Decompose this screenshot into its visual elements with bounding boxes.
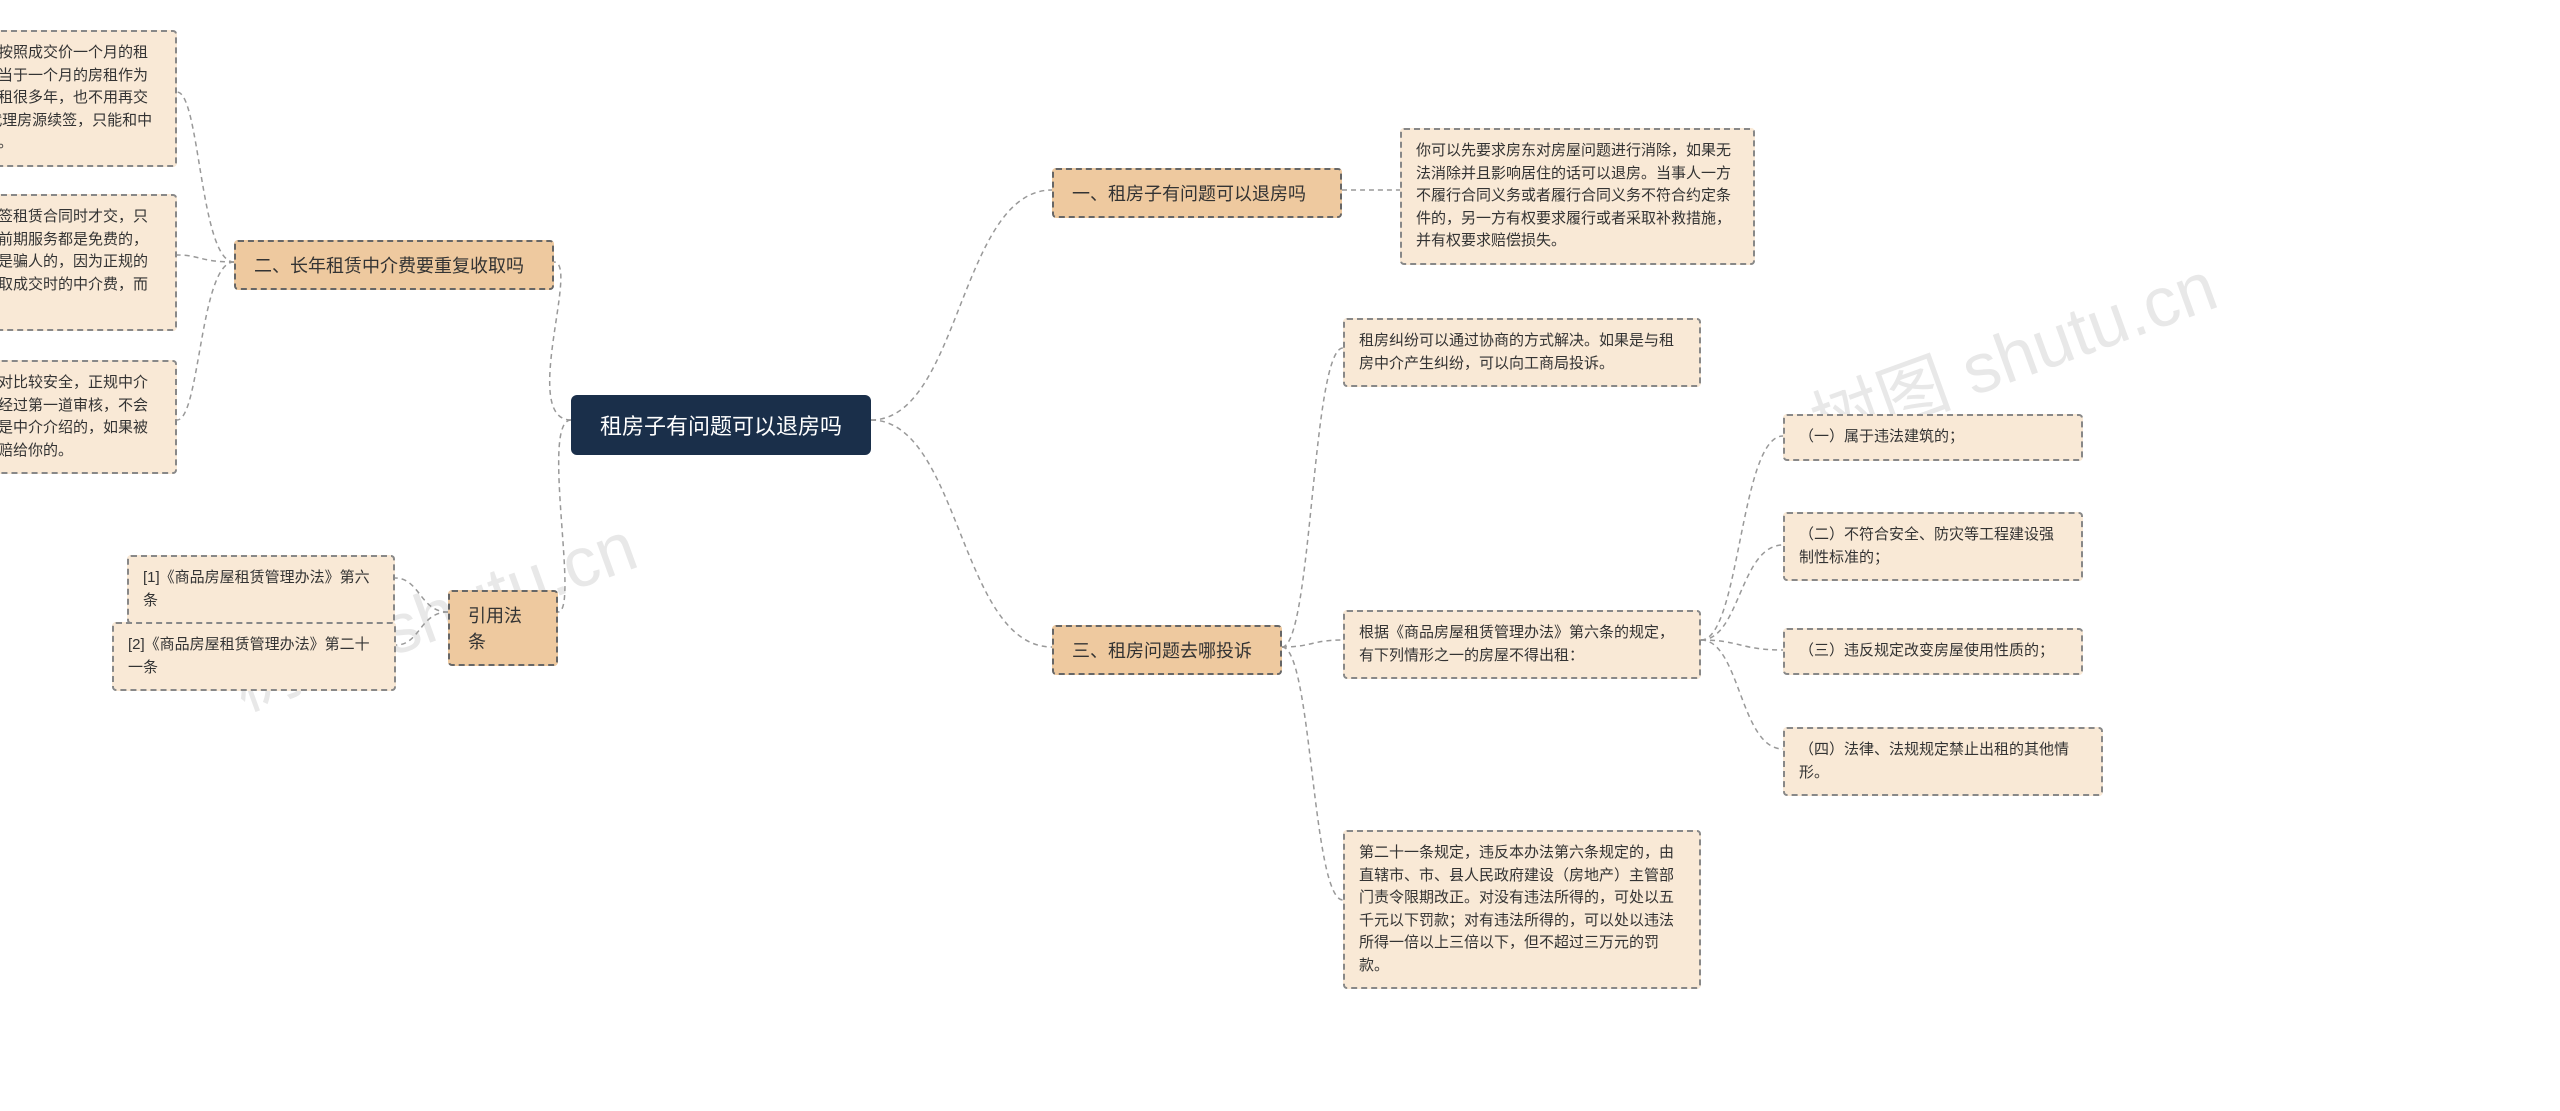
leaf-b3-2: 根据《商品房屋租赁管理办法》第六条的规定，有下列情形之一的房屋不得出租： xyxy=(1343,610,1701,679)
leaf-b3-2-3: （三）违反规定改变房屋使用性质的； xyxy=(1783,628,2083,675)
leaf-b2-2: 中介费一定是一定是签租赁合同时才交，只要没成交就不交钱，前期服务都是免费的，有的… xyxy=(0,194,177,331)
leaf-b3-2-1: （一）属于违法建筑的； xyxy=(1783,414,2083,461)
leaf-b2-1: 绵阳市的中介费都是按照成交价一个月的租金，就交一次，就相当于一个月的房租作为收费… xyxy=(0,30,177,167)
leaf-b3-3: 第二十一条规定，违反本办法第六条规定的，由直辖市、市、县人民政府建设（房地产）主… xyxy=(1343,830,1701,989)
branch-4[interactable]: 引用法条 xyxy=(448,590,558,666)
leaf-b3-1: 租房纠纷可以通过协商的方式解决。如果是与租房中介产生纠纷，可以向工商局投诉。 xyxy=(1343,318,1701,387)
branch-1[interactable]: 一、租房子有问题可以退房吗 xyxy=(1052,168,1342,218)
leaf-b3-2-4: （四）法律、法规规定禁止出租的其他情形。 xyxy=(1783,727,2103,796)
leaf-b4-2: [2]《商品房屋租赁管理办法》第二十一条 xyxy=(112,622,396,691)
leaf-b3-2-2: （二）不符合安全、防灾等工程建设强制性标准的； xyxy=(1783,512,2083,581)
leaf-b1-1: 你可以先要求房东对房屋问题进行消除，如果无法消除并且影响居住的话可以退房。当事人… xyxy=(1400,128,1755,265)
leaf-b4-1: [1]《商品房屋租赁管理办法》第六条 xyxy=(127,555,395,624)
branch-2[interactable]: 二、长年租赁中介费要重复收取吗 xyxy=(234,240,554,290)
branch-3[interactable]: 三、租房问题去哪投诉 xyxy=(1052,625,1282,675)
root-node[interactable]: 租房子有问题可以退房吗 xyxy=(571,395,871,455)
leaf-b2-3: 找一个正规的中介相对比较安全，正规中介介绍的房子一般都是经过第一道审核，不会有假… xyxy=(0,360,177,474)
